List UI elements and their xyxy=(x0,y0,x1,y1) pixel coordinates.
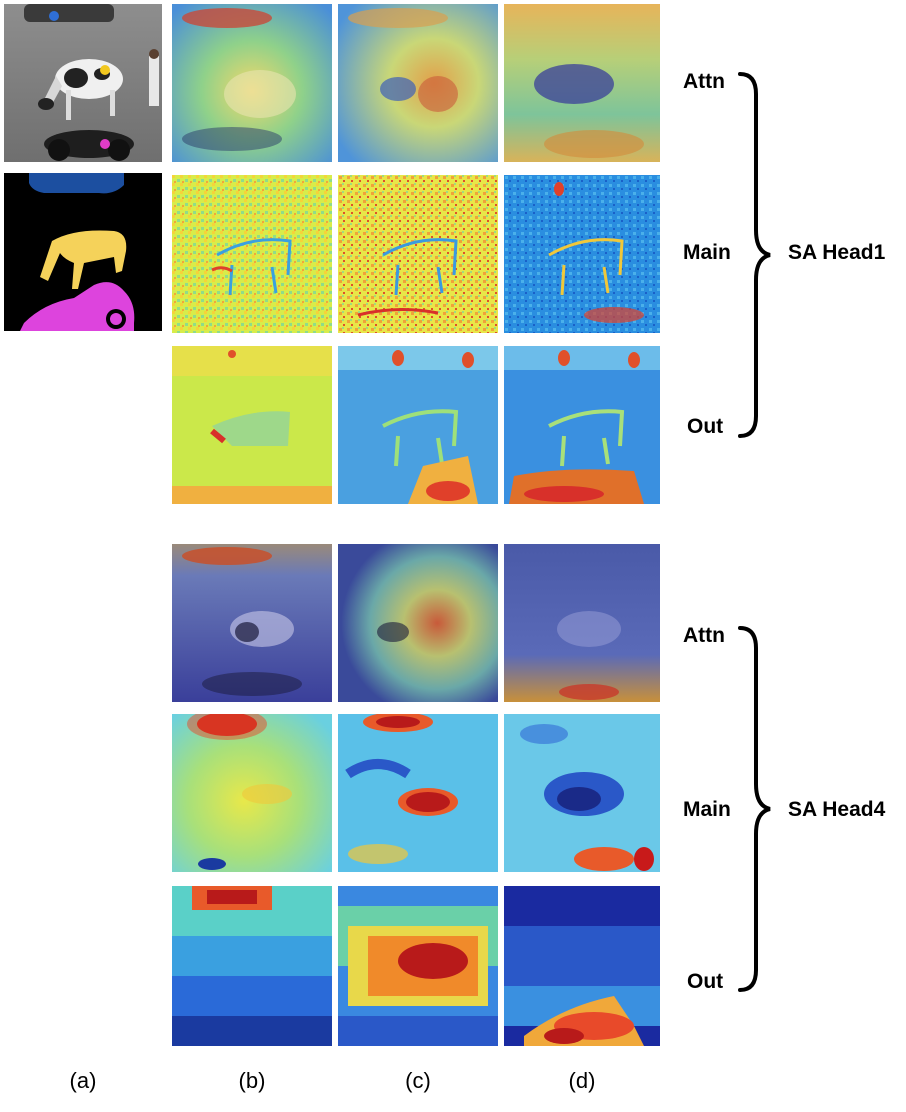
column-label-b: (b) xyxy=(238,1068,266,1093)
out-map-d-head4 xyxy=(504,886,660,1046)
brace-head4 xyxy=(738,626,771,992)
main-map-c-head4 xyxy=(338,714,498,872)
out-map-c-head1 xyxy=(338,346,498,504)
main-map-d-head1 xyxy=(504,175,660,333)
main-map-b-head1 xyxy=(172,175,332,333)
row-label-attn-head4: Attn xyxy=(683,624,725,647)
out-map-c-head4 xyxy=(338,886,498,1046)
main-map-d-head4 xyxy=(504,714,660,872)
head-label-head4: SA Head4 xyxy=(788,798,886,821)
attn-map-b-head4 xyxy=(172,544,332,702)
out-map-d-head1 xyxy=(504,346,660,504)
column-label-c: (c) xyxy=(405,1068,431,1093)
main-map-b-head4 xyxy=(172,714,332,872)
segmentation-mask xyxy=(4,173,162,331)
head-label-head1: SA Head1 xyxy=(788,241,886,264)
brace-head1 xyxy=(738,72,771,438)
column-label-d: (d) xyxy=(568,1068,596,1093)
attn-map-c-head1 xyxy=(338,4,498,162)
row-label-attn-head1: Attn xyxy=(683,70,725,93)
column-label-a: (a) xyxy=(69,1068,97,1093)
attn-map-d-head1 xyxy=(504,4,660,162)
out-map-b-head1 xyxy=(172,346,332,504)
row-label-main-head4: Main xyxy=(683,798,731,821)
point-marker-blue xyxy=(49,11,59,21)
point-marker-magenta xyxy=(100,139,110,149)
main-map-c-head1 xyxy=(338,175,498,333)
row-label-out-head1: Out xyxy=(687,415,724,438)
attn-map-b-head1 xyxy=(172,4,332,162)
point-marker-yellow xyxy=(100,65,110,75)
out-map-b-head4 xyxy=(172,886,332,1046)
row-label-out-head4: Out xyxy=(687,970,724,993)
attn-map-c-head4 xyxy=(338,544,498,702)
row-label-main-head1: Main xyxy=(683,241,731,264)
attn-map-d-head4 xyxy=(504,544,660,702)
input-photo xyxy=(4,4,162,162)
